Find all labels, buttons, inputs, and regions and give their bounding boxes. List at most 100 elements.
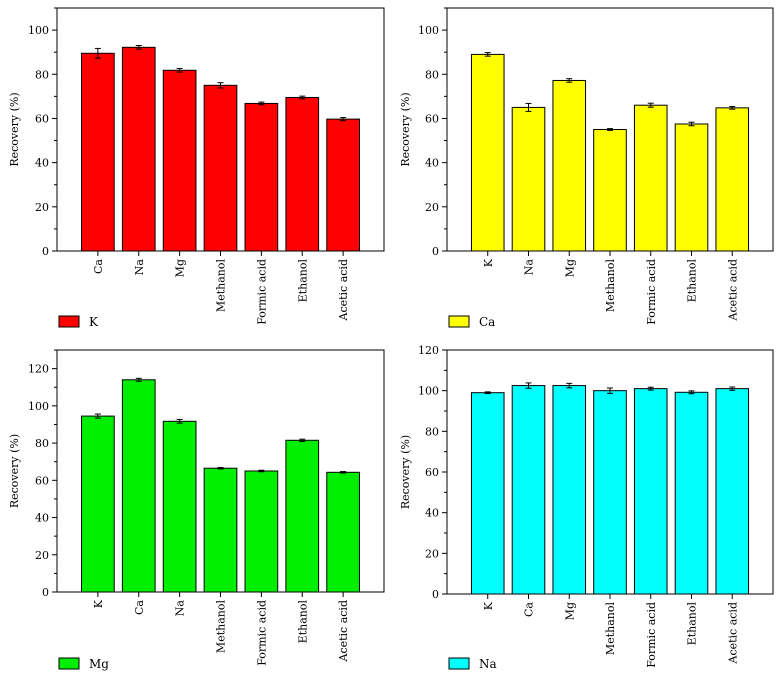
error-bar-na xyxy=(135,45,142,50)
y-tick-label: 60 xyxy=(35,474,49,487)
error-bar-ethanol xyxy=(299,95,306,100)
legend-label: K xyxy=(89,315,99,329)
error-bar-methanol xyxy=(607,387,613,394)
bar-na xyxy=(511,106,546,252)
x-tick-label-acetic-acid: Acetic acid xyxy=(726,259,739,322)
x-tick-label-mg: Mg xyxy=(563,259,576,277)
y-tick-label: 0 xyxy=(432,588,439,601)
error-bar-acetic-acid xyxy=(340,471,347,474)
y-tick-label: 40 xyxy=(35,157,49,170)
x-tick-label-acetic-acid: Acetic acid xyxy=(726,602,739,665)
y-tick-label: 80 xyxy=(425,425,439,438)
x-tick-label-ethanol: Ethanol xyxy=(296,259,309,303)
error-bar-na xyxy=(176,418,183,424)
legend-label: Ca xyxy=(479,315,495,329)
x-tick-label-ethanol: Ethanol xyxy=(686,602,699,646)
x-tick-label-mg: Mg xyxy=(563,602,576,620)
x-tick-label-acetic-acid: Acetic acid xyxy=(337,600,350,663)
error-bar-ca xyxy=(94,47,101,59)
error-bar-methanol xyxy=(217,466,224,470)
legend-swatch xyxy=(58,657,80,670)
x-tick-label-k: K xyxy=(482,258,495,267)
x-tick-label-na: Na xyxy=(523,259,536,276)
error-bar-formic-acid xyxy=(647,102,654,108)
bar-formic-acid xyxy=(244,470,279,593)
bar-ethanol xyxy=(285,439,320,593)
y-tick-label: 0 xyxy=(42,586,49,599)
y-tick-label: 80 xyxy=(35,437,49,450)
error-bar-ethanol xyxy=(688,121,695,127)
y-tick-label: 80 xyxy=(35,68,49,81)
error-bar-k xyxy=(94,413,101,419)
bar-mg xyxy=(552,385,587,595)
bar-k xyxy=(470,53,505,252)
y-tick-label: 120 xyxy=(28,363,49,376)
bar-k xyxy=(81,415,115,593)
panel-na: 0 20 40 60 80 100 120 K Ca Mg Methanol Formic acid E… xyxy=(399,344,774,671)
y-tick-label: 60 xyxy=(425,112,439,125)
x-tick-label-ca: Ca xyxy=(133,600,146,615)
error-bar-acetic-acid xyxy=(729,386,736,391)
legend-swatch xyxy=(448,657,470,670)
x-tick-label-acetic-acid: Acetic acid xyxy=(337,259,350,322)
error-bar-ethanol xyxy=(299,438,306,442)
x-tick-label-methanol: Methanol xyxy=(604,602,617,656)
y-tick-label: 40 xyxy=(425,507,439,520)
x-tick-label-ethanol: Ethanol xyxy=(296,600,309,644)
x-tick-label-na: Na xyxy=(174,600,187,617)
bar-acetic-acid xyxy=(326,471,360,593)
x-tick-label-methanol: Methanol xyxy=(604,259,617,313)
bar-acetic-acid xyxy=(326,118,360,252)
error-bar-ca xyxy=(525,382,532,389)
bar-formic-acid xyxy=(633,388,668,595)
y-tick-label: 20 xyxy=(425,547,439,560)
y-tick-label: 100 xyxy=(418,385,439,398)
y-tick-label: 40 xyxy=(425,157,439,170)
y-axis-label: Recovery (%) xyxy=(8,434,21,508)
error-bar-mg xyxy=(176,68,183,73)
error-bar-k xyxy=(484,52,491,57)
x-tick-label-k: K xyxy=(482,601,495,610)
error-bar-mg xyxy=(566,78,573,83)
x-tick-label-formic-acid: Formic acid xyxy=(255,600,268,666)
bar-methanol xyxy=(203,467,238,593)
y-tick-label: 120 xyxy=(418,344,439,357)
error-bar-acetic-acid xyxy=(729,106,736,110)
x-tick-label-methanol: Methanol xyxy=(215,600,228,654)
bar-formic-acid xyxy=(244,102,279,252)
x-tick-label-mg: Mg xyxy=(174,259,187,277)
bar-ca xyxy=(121,379,156,593)
x-tick-label-formic-acid: Formic acid xyxy=(645,602,658,668)
panel-mg: 0 20 40 60 80 100 120 K Ca Na Methanol Formic acid E… xyxy=(8,349,385,671)
bar-na xyxy=(162,420,197,593)
x-tick-label-formic-acid: Formic acid xyxy=(255,259,268,325)
legend-label: Na xyxy=(479,657,497,671)
y-tick-label: 0 xyxy=(42,245,49,258)
bar-ca xyxy=(81,52,115,252)
y-axis-label: Recovery (%) xyxy=(399,92,412,166)
y-tick-label: 60 xyxy=(35,112,49,125)
x-tick-label-ca: Ca xyxy=(523,602,536,617)
error-bar-formic-acid xyxy=(258,469,265,473)
error-bar-ethanol xyxy=(688,390,695,395)
y-tick-label: 20 xyxy=(425,201,439,214)
error-bar-k xyxy=(484,391,491,395)
error-bar-mg xyxy=(566,382,573,389)
x-tick-label-formic-acid: Formic acid xyxy=(645,259,658,325)
panel-ca: 0 20 40 60 80 100 K Na Mg Methanol Formic acid Etha… xyxy=(399,7,774,329)
error-bar-acetic-acid xyxy=(340,117,347,122)
y-axis-label: Recovery (%) xyxy=(8,92,21,166)
y-tick-label: 100 xyxy=(418,24,439,37)
bar-formic-acid xyxy=(633,104,668,252)
y-tick-label: 80 xyxy=(425,68,439,81)
panel-k: 0 20 40 60 80 100 Ca Na Mg Methanol Formic acid Eth… xyxy=(8,7,385,329)
bar-methanol xyxy=(203,84,238,252)
bar-mg xyxy=(162,69,197,252)
error-bar-ca xyxy=(135,377,142,382)
x-tick-label-ca: Ca xyxy=(92,259,105,274)
bar-ethanol xyxy=(674,123,709,252)
y-tick-label: 60 xyxy=(425,466,439,479)
x-tick-label-ethanol: Ethanol xyxy=(686,259,699,303)
y-tick-label: 0 xyxy=(432,245,439,258)
